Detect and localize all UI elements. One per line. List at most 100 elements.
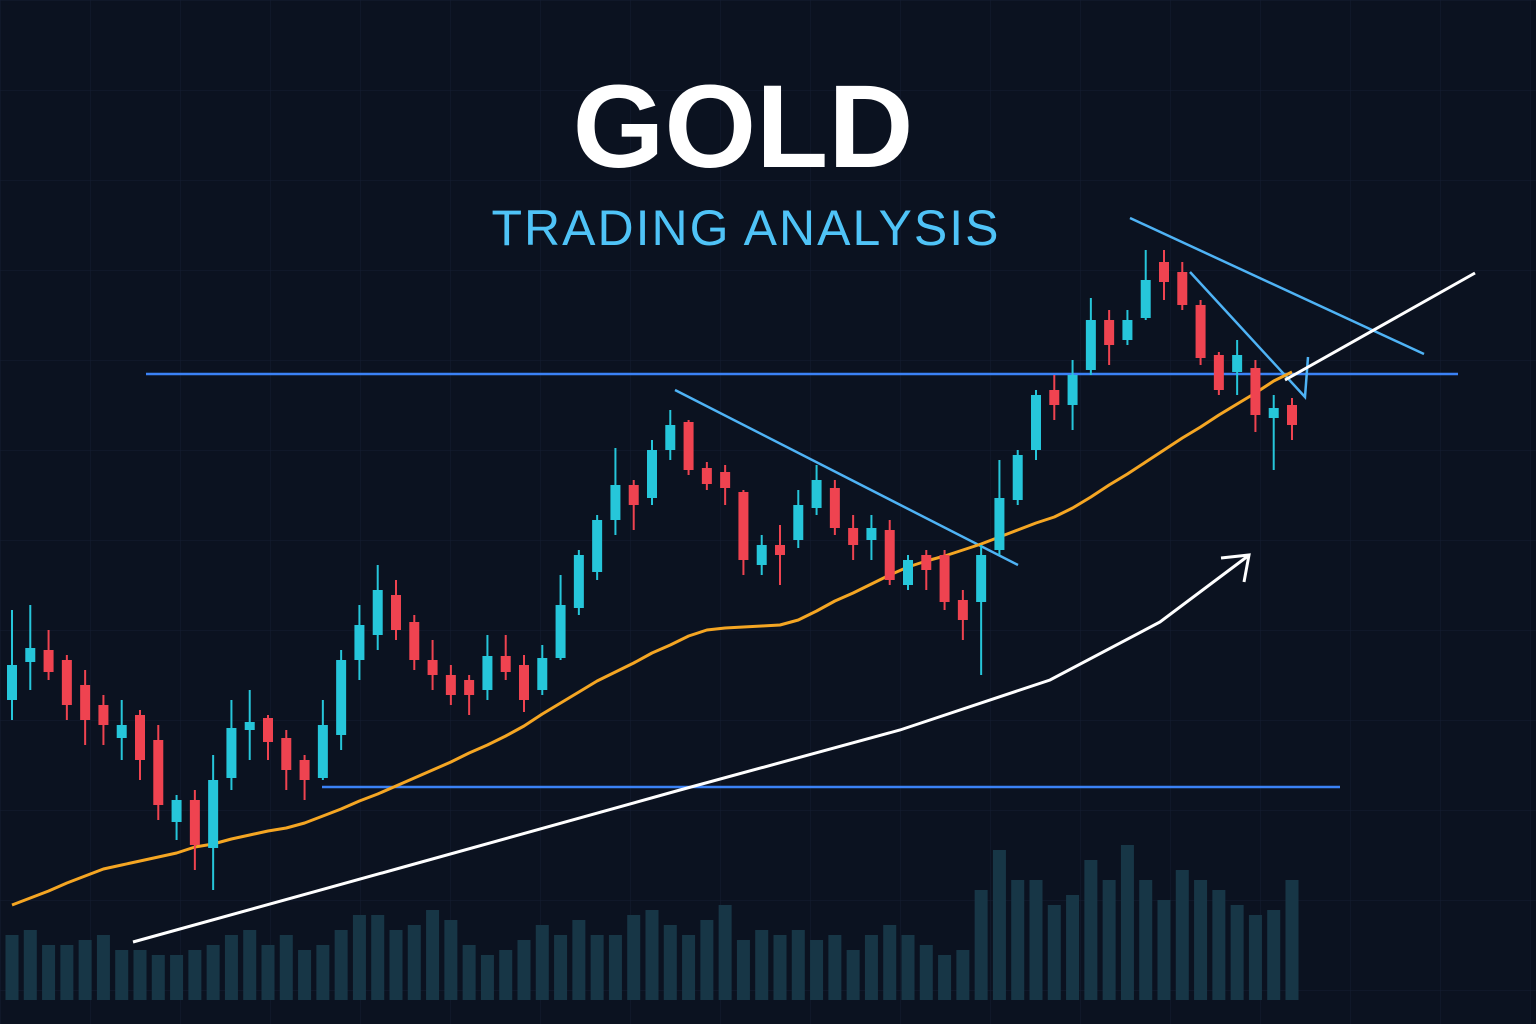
candle-body <box>976 555 987 602</box>
candle-body <box>482 656 493 690</box>
candle-body <box>1049 390 1060 405</box>
volume-layer <box>5 845 1299 1000</box>
volume-bar <box>572 920 586 1000</box>
volume-bar <box>517 940 531 1000</box>
candle-body <box>775 545 785 555</box>
volume-bar <box>352 915 366 1000</box>
volume-bar <box>243 930 257 1000</box>
candle-body <box>701 468 712 484</box>
candle-body <box>555 605 566 658</box>
volume-bar <box>60 945 74 1000</box>
volume-bar <box>1084 860 1098 1000</box>
annotations <box>132 216 1476 944</box>
volume-bar <box>1212 890 1226 1000</box>
candle-body <box>391 595 401 630</box>
candle-body <box>848 528 859 545</box>
moving-average <box>11 370 1293 907</box>
volume-bar <box>224 935 238 1000</box>
volume-bar <box>316 945 330 1000</box>
candle-body <box>171 800 182 822</box>
candle-body <box>464 680 475 695</box>
volume-bar <box>1267 910 1281 1000</box>
candle-body <box>994 498 1005 550</box>
candle-body <box>1159 262 1169 282</box>
candle-body <box>61 660 72 705</box>
volume-bar <box>1248 915 1262 1000</box>
candle-body <box>116 725 127 738</box>
volume-bar <box>1157 900 1171 1000</box>
volume-bar <box>133 950 147 1000</box>
candle-body <box>1232 355 1243 372</box>
candle-body <box>756 545 767 565</box>
candle-body <box>1213 355 1224 390</box>
candle-body <box>7 665 17 700</box>
candle-body <box>43 650 54 672</box>
candle-body <box>1104 320 1115 345</box>
subtitle: TRADING ANALYSIS <box>492 200 1001 256</box>
trend-line <box>1284 271 1476 382</box>
volume-bar <box>42 945 56 1000</box>
candle-body <box>921 555 932 570</box>
candle-body <box>336 660 347 735</box>
candle-body <box>25 648 36 662</box>
candle-body <box>299 760 310 780</box>
arrow-head <box>1220 553 1251 583</box>
volume-bar <box>23 930 37 1000</box>
volume-bar <box>389 930 403 1000</box>
candle-body <box>738 492 749 560</box>
volume-bar <box>78 940 92 1000</box>
volume-bar <box>883 925 897 1000</box>
volume-bar <box>1230 905 1244 1000</box>
volume-bar <box>1120 845 1134 1000</box>
candle-body <box>957 600 968 620</box>
volume-bar <box>755 930 769 1000</box>
volume-bar <box>773 935 787 1000</box>
candle-body <box>226 728 237 778</box>
candle-body <box>1177 272 1188 305</box>
volume-bar <box>462 945 476 1000</box>
trend-line <box>1129 216 1425 356</box>
volume-bar <box>608 935 622 1000</box>
candle-body <box>610 485 621 520</box>
volume-bar <box>535 925 549 1000</box>
volume-bar <box>682 935 696 1000</box>
candle-body <box>135 715 145 760</box>
volume-bar <box>864 935 878 1000</box>
volume-bar <box>938 955 952 1000</box>
candle-body <box>573 555 584 608</box>
candle-body <box>720 472 731 488</box>
candle-body <box>427 660 438 675</box>
volume-bar <box>956 950 970 1000</box>
candle-body <box>1067 375 1078 405</box>
candle-body <box>866 528 877 540</box>
volume-bar <box>334 930 348 1000</box>
volume-bar <box>645 910 659 1000</box>
candle-body <box>409 622 420 660</box>
trend-arrow <box>132 554 1249 944</box>
candle-body <box>683 422 694 470</box>
trend-line <box>1189 271 1310 400</box>
candle-body <box>1195 305 1206 358</box>
volume-bar <box>1047 905 1061 1000</box>
volume-bar <box>736 940 750 1000</box>
volume-bar <box>480 955 494 1000</box>
volume-bar <box>96 935 110 1000</box>
candle-body <box>98 705 109 725</box>
title: GOLD <box>573 61 914 193</box>
candle-body <box>445 675 456 695</box>
candle-body <box>354 625 365 660</box>
volume-bar <box>1285 880 1299 1000</box>
candle-body <box>263 718 273 742</box>
candle-body <box>1268 408 1279 418</box>
volume-bar <box>371 915 385 1000</box>
trend-line <box>674 388 1019 567</box>
volume-bar <box>298 950 312 1000</box>
candle-body <box>811 480 822 508</box>
candle-body <box>1140 280 1151 318</box>
volume-bar <box>700 920 714 1000</box>
volume-bar <box>663 925 677 1000</box>
volume-bar <box>115 950 129 1000</box>
candle-body <box>189 800 200 845</box>
candle-body <box>1085 320 1096 370</box>
